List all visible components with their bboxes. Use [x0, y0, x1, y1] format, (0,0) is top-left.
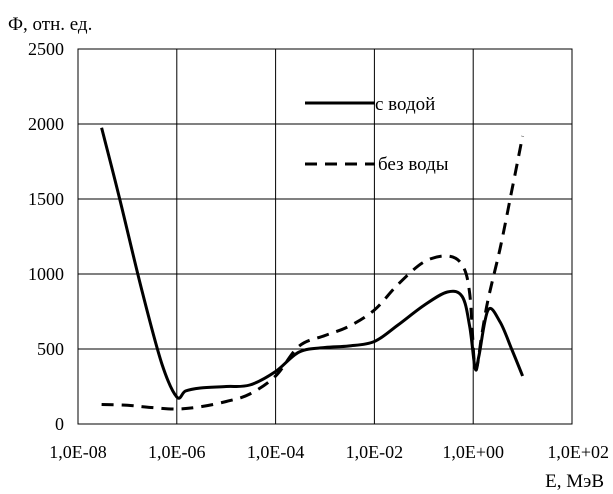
series-layer — [100, 127, 525, 411]
y-tick-label: 2500 — [28, 39, 64, 59]
legend-label-without-water: без воды — [378, 154, 449, 175]
y-tick-label: 2000 — [28, 114, 64, 134]
legend-label-with-water: с водой — [375, 94, 435, 115]
x-tick-label: 1,0E-08 — [49, 442, 107, 462]
y-tick-label: 0 — [55, 414, 64, 434]
gridlines — [78, 49, 572, 424]
y-tick-label: 500 — [37, 339, 64, 359]
series-line-with-water — [100, 127, 524, 400]
x-tick-label: 1,0E-04 — [247, 442, 305, 462]
y-axis-label: Ф, отн. ед. — [8, 14, 92, 35]
tick-labels: 0 500 1000 1500 2000 2500 1,0E-08 1,0E-06 1,0E-0… — [28, 39, 609, 462]
x-tick-label: 1,0E+00 — [442, 442, 504, 462]
x-tick-label: 1,0E+02 — [547, 442, 609, 462]
y-tick-label: 1000 — [28, 264, 64, 284]
legend: с водой без воды — [305, 94, 449, 175]
series-line-without-water — [101, 135, 525, 411]
y-tick-label: 1500 — [28, 189, 64, 209]
plot-area-frame — [77, 48, 573, 425]
x-tick-label: 1,0E-06 — [148, 442, 206, 462]
x-tick-label: 1,0E-02 — [346, 442, 404, 462]
x-axis-label: Е, МэВ — [545, 471, 604, 492]
